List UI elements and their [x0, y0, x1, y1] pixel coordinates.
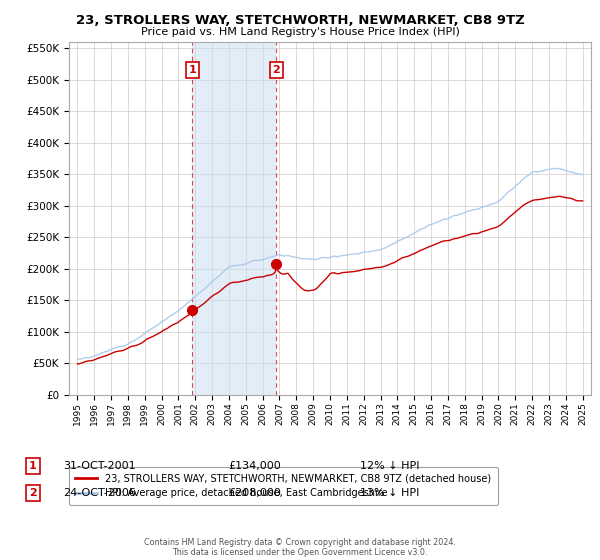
- Text: £134,000: £134,000: [228, 461, 281, 471]
- Text: 31-OCT-2001: 31-OCT-2001: [63, 461, 136, 471]
- Text: 13% ↓ HPI: 13% ↓ HPI: [360, 488, 419, 498]
- Text: 1: 1: [29, 461, 37, 471]
- Text: 24-OCT-2006: 24-OCT-2006: [63, 488, 136, 498]
- Text: £208,000: £208,000: [228, 488, 281, 498]
- Text: 23, STROLLERS WAY, STETCHWORTH, NEWMARKET, CB8 9TZ: 23, STROLLERS WAY, STETCHWORTH, NEWMARKE…: [76, 14, 524, 27]
- Legend: 23, STROLLERS WAY, STETCHWORTH, NEWMARKET, CB8 9TZ (detached house), HPI: Averag: 23, STROLLERS WAY, STETCHWORTH, NEWMARKE…: [68, 466, 497, 505]
- Text: 2: 2: [272, 65, 280, 75]
- Bar: [193, 42, 277, 395]
- Text: Contains HM Land Registry data © Crown copyright and database right 2024.
This d: Contains HM Land Registry data © Crown c…: [144, 538, 456, 557]
- Text: Price paid vs. HM Land Registry's House Price Index (HPI): Price paid vs. HM Land Registry's House …: [140, 27, 460, 37]
- Text: 2: 2: [29, 488, 37, 498]
- Text: 12% ↓ HPI: 12% ↓ HPI: [360, 461, 419, 471]
- Text: 1: 1: [188, 65, 196, 75]
